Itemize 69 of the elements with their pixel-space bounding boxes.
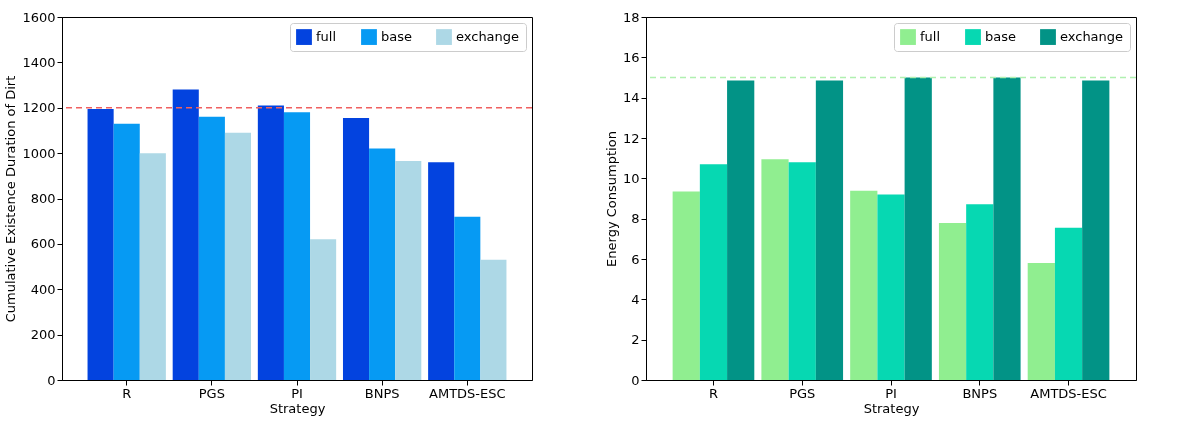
x-tick-label: R [708,385,718,401]
bar [877,194,905,380]
bar [727,80,755,380]
x-tick-label: AMTDS-ESC [1030,385,1107,401]
y-tick-label: 16 [622,49,640,65]
bar [454,216,481,380]
x-tick-label: R [122,385,132,401]
bar [283,112,311,380]
x-tick-label: BNPS [962,385,998,401]
y-tick-label: 600 [30,236,56,252]
y-tick-label: 10 [622,170,640,186]
x-tick-label: PI [885,385,897,401]
x-tick-label: PGS [789,385,816,401]
bar [1054,227,1083,380]
x-axis-title: Strategy [269,400,326,416]
y-tick-label: 1600 [22,9,56,25]
bar [938,223,967,380]
bar [87,108,114,380]
x-tick-label: AMTDS-ESC [429,385,506,401]
y-tick-label: 0 [47,372,56,388]
y-tick-label: 1400 [22,54,56,70]
bar [672,191,700,380]
bar [139,153,166,380]
bar [1082,80,1110,380]
y-tick-label: 8 [631,211,640,227]
legend-label: base [381,29,412,45]
y-tick-label: 400 [30,281,56,297]
bar [342,117,370,380]
y-tick-label: 800 [30,191,56,206]
y-axis-title: Cumulative Existence Duration of Dirt [3,75,19,323]
bar [761,159,789,380]
y-tick-label: 0 [631,372,640,388]
y-tick-label: 18 [622,9,640,25]
bar [395,161,422,380]
bar [198,116,225,380]
legend-label: full [920,29,941,45]
y-tick-label: 200 [30,327,56,343]
y-tick-label: 12 [622,130,640,146]
x-tick-label: BNPS [364,385,400,401]
y-axis-title: Energy Consumption [603,131,619,267]
bar [480,259,507,380]
bar [257,105,284,380]
y-tick-label: 4 [631,291,640,307]
bar [904,77,932,380]
x-tick-label: PI [291,385,303,401]
legend-label: full [316,29,337,45]
bar [113,123,140,380]
bar [1027,263,1055,380]
x-tick-label: PGS [198,385,225,401]
bar [172,89,199,380]
bar [993,77,1021,380]
bar [369,148,396,380]
y-tick-label: 1000 [22,145,56,161]
y-tick-label: 2 [631,332,640,348]
bar [699,164,728,380]
legend-label: exchange [456,29,520,45]
bar [310,239,337,380]
legend-label: exchange [1060,29,1124,45]
bar [815,80,844,380]
bar [224,132,252,380]
y-tick-label: 1200 [22,100,56,116]
y-tick-label: 6 [631,251,640,267]
bar [788,162,816,380]
bar [966,204,994,380]
y-tick-label: 14 [622,90,640,106]
bar [850,190,878,380]
x-axis-title: Strategy [863,400,920,416]
legend-label: base [985,29,1016,45]
bar [428,162,455,380]
